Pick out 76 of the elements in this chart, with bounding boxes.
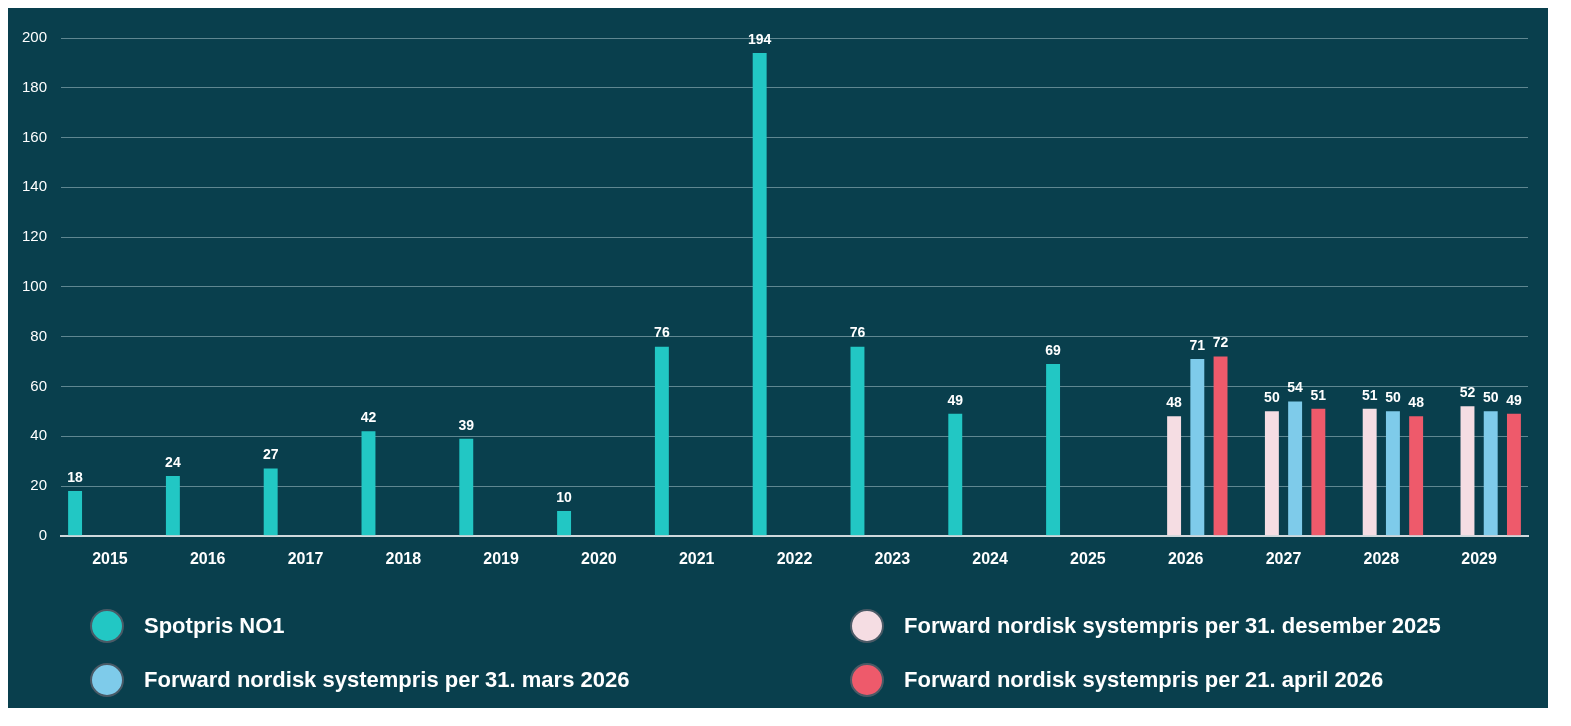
data-label: 50 [1264, 389, 1280, 406]
bar [1288, 401, 1303, 536]
data-label: 49 [1506, 391, 1522, 408]
data-label: 54 [1287, 379, 1304, 396]
data-label: 51 [1310, 386, 1327, 403]
x-tick-label: 2020 [581, 549, 617, 567]
y-tick-label: 120 [22, 227, 48, 245]
y-tick-label: 100 [22, 277, 48, 295]
data-label: 194 [747, 30, 772, 47]
bar [1483, 411, 1498, 536]
bar [1213, 356, 1228, 536]
data-label: 39 [458, 416, 475, 433]
data-label: 50 [1482, 389, 1499, 406]
legend-label: Forward nordisk systempris per 21. april 2026 [904, 667, 1384, 693]
data-label: 51 [1361, 386, 1378, 403]
data-label: 48 [1166, 394, 1183, 411]
bar [752, 52, 767, 536]
x-tick-label: 2017 [287, 549, 324, 567]
y-tick-label: 80 [30, 326, 48, 344]
bar [948, 413, 963, 536]
data-label: 10 [556, 488, 573, 505]
x-tick-label: 2025 [1070, 549, 1106, 567]
legend-label: Forward nordisk systempris per 31. desember 2025 [904, 613, 1441, 639]
data-label: 49 [947, 391, 964, 408]
bar [1167, 416, 1182, 536]
x-tick-label: 2016 [189, 549, 226, 567]
bar [459, 438, 474, 536]
x-tick-label: 2029 [1461, 549, 1497, 567]
data-label: 76 [849, 324, 866, 341]
x-tick-label: 2028 [1363, 549, 1400, 567]
bar [68, 491, 83, 536]
data-label: 52 [1459, 384, 1476, 401]
bar [1506, 413, 1521, 536]
bar [165, 476, 180, 536]
bar [1046, 364, 1061, 536]
x-tick-label: 2015 [92, 549, 128, 567]
bar [361, 431, 376, 536]
x-tick-label: 2021 [678, 549, 715, 567]
x-tick-label: 2027 [1265, 549, 1302, 567]
y-tick-label: 40 [30, 426, 48, 444]
bar [1460, 406, 1475, 536]
bar [1190, 359, 1205, 536]
y-tick-label: 20 [30, 476, 48, 494]
legend-label: Forward nordisk systempris per 31. mars 2026 [144, 667, 630, 693]
bar [1409, 416, 1424, 536]
y-tick-label: 160 [22, 127, 48, 145]
bar [850, 346, 865, 536]
y-tick-label: 200 [22, 28, 48, 46]
bar [1362, 408, 1377, 536]
y-tick-label: 0 [38, 525, 48, 543]
bar [557, 510, 572, 536]
y-tick-label: 140 [22, 177, 48, 195]
y-tick-label: 60 [30, 376, 48, 394]
data-label: 27 [262, 446, 279, 463]
data-label: 50 [1385, 389, 1401, 406]
data-label: 48 [1408, 394, 1425, 411]
bar [1385, 411, 1400, 536]
data-label: 72 [1212, 334, 1229, 351]
data-label: 69 [1045, 341, 1062, 358]
x-tick-label: 2019 [483, 549, 520, 567]
x-tick-label: 2026 [1167, 549, 1204, 567]
x-tick-label: 2024 [972, 549, 1009, 567]
data-label: 18 [67, 468, 84, 485]
x-tick-label: 2023 [874, 549, 911, 567]
data-label: 42 [360, 409, 377, 426]
bar [654, 346, 669, 536]
data-label: 71 [1189, 336, 1206, 353]
bar [1311, 408, 1326, 536]
data-label: 24 [165, 453, 181, 470]
bar [1264, 411, 1279, 536]
x-tick-label: 2018 [385, 549, 422, 567]
y-tick-label: 180 [22, 77, 48, 95]
bar [263, 468, 278, 536]
data-label: 76 [654, 324, 670, 341]
x-tick-label: 2022 [776, 549, 813, 567]
legend-label: Spotpris NO1 [144, 613, 285, 639]
